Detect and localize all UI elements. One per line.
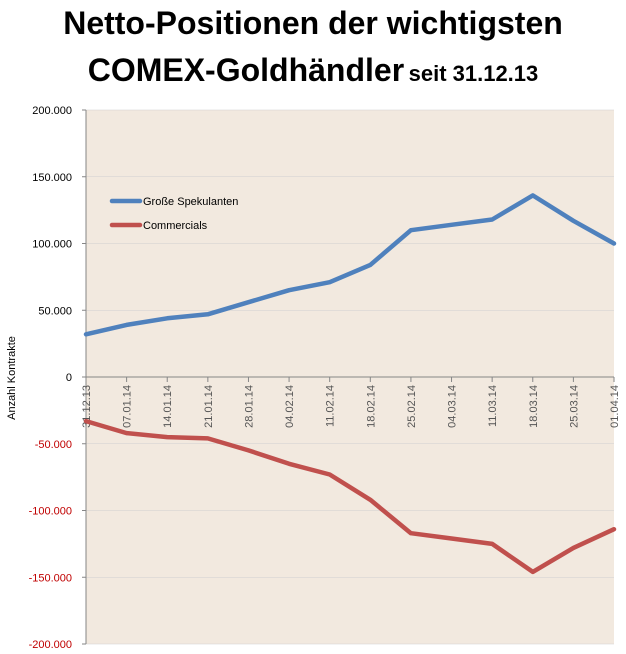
x-tick-label: 11.02.14 (325, 385, 337, 427)
series-layer (83, 193, 617, 575)
legend-label-2: Commercials (143, 220, 208, 232)
x-tick-label: 18.02.14 (365, 385, 377, 428)
x-tick-label: 04.02.14 (284, 385, 296, 428)
y-tick-label: 0 (66, 372, 72, 384)
y-tick-label: -50.000 (35, 439, 72, 451)
x-tick-label: 28.01.14 (243, 385, 255, 428)
x-tick-label: 11.03.14 (487, 385, 499, 427)
chart-title-subtitle: seit 31.12.13 (408, 61, 539, 86)
x-tick-label: 25.02.14 (406, 385, 418, 428)
x-tick-label: 18.03.14 (528, 385, 540, 428)
y-tick-label: -200.000 (29, 639, 72, 651)
y-tick-label: 50.000 (38, 305, 72, 317)
x-tick-label: 14.01.14 (162, 385, 174, 428)
x-tick-label: 25.03.14 (568, 385, 580, 428)
x-tick-label: 01.04.14 (609, 385, 621, 428)
y-tick-label: -100.000 (29, 506, 72, 518)
x-tick-label: 07.01.14 (122, 385, 134, 428)
y-tick-label: 150.000 (32, 172, 72, 184)
x-tick-label: 31.12.13 (81, 385, 93, 428)
y-tick-label: 200.000 (32, 105, 72, 117)
chart-title-main: COMEX-Goldhändler (87, 52, 405, 88)
x-tick-label: 21.01.14 (203, 385, 215, 428)
series-line-1 (83, 193, 617, 337)
legend-label-1: Große Spekulanten (143, 196, 238, 208)
y-tick-label: -150.000 (29, 572, 72, 584)
series-line-2 (83, 418, 617, 575)
legend: Große Spekulanten Commercials (109, 196, 238, 232)
y-tick-labels: 200.000 150.000 100.000 50.000 0 -50.000 -100.… (29, 105, 72, 651)
x-tick-label: 04.03.14 (447, 385, 459, 428)
y-tick-label: 100.000 (32, 239, 72, 251)
chart-title-line2: COMEX-Goldhändler seit 31.12.13 (0, 50, 626, 97)
x-tick-labels: 31.12.13 07.01.14 14.01.14 21.01.14 28.01.14… (81, 385, 621, 428)
y-axis-label: Anzahl Kontrakte (6, 336, 18, 420)
chart-title-line1: Netto-Positionen der wichtigsten (63, 5, 563, 41)
